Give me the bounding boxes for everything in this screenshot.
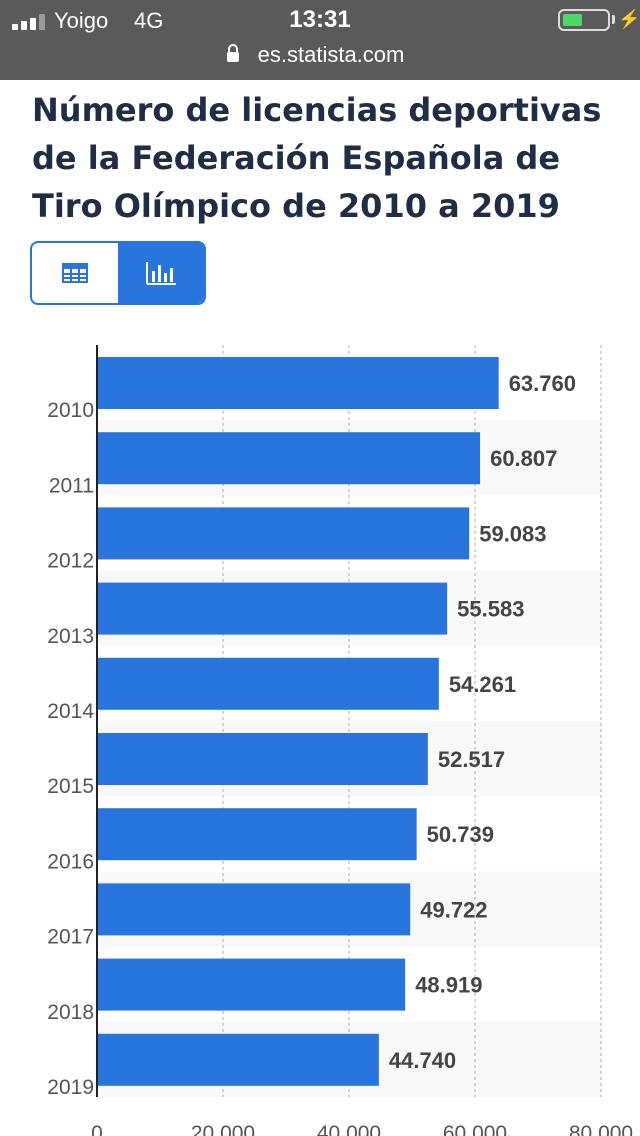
category-label: 2013 bbox=[47, 625, 94, 648]
bar bbox=[97, 1033, 379, 1086]
bar bbox=[97, 958, 406, 1011]
data-label: 60.807 bbox=[490, 446, 557, 471]
x-tick-label: 20.000 bbox=[191, 1122, 255, 1136]
category-label: 2014 bbox=[47, 700, 94, 723]
data-label: 48.919 bbox=[415, 973, 482, 998]
category-label: 2018 bbox=[47, 1001, 94, 1024]
bar bbox=[97, 432, 481, 485]
bar bbox=[97, 507, 470, 560]
data-label: 49.722 bbox=[420, 897, 487, 922]
bar bbox=[97, 357, 499, 409]
x-tick-label: 40.000 bbox=[317, 1122, 381, 1136]
x-tick-label: 60.000 bbox=[443, 1122, 507, 1136]
category-label: 2016 bbox=[47, 850, 94, 873]
data-label: 55.583 bbox=[457, 597, 524, 622]
view-toggle bbox=[30, 241, 206, 305]
network-type: 4G bbox=[134, 8, 164, 33]
signal-strength-icon bbox=[12, 14, 45, 30]
data-label: 50.739 bbox=[427, 822, 494, 847]
bar bbox=[97, 808, 417, 861]
bar-chart-icon bbox=[146, 262, 176, 285]
category-label: 2019 bbox=[47, 1076, 94, 1099]
data-label: 52.517 bbox=[438, 747, 505, 772]
chart-view-button[interactable] bbox=[118, 243, 204, 303]
x-tick-label: 0 bbox=[91, 1122, 103, 1136]
battery-tip bbox=[612, 15, 615, 24]
x-tick-label: 80.000 bbox=[569, 1122, 633, 1136]
bar bbox=[97, 883, 411, 936]
charging-bolt-icon: ⚡ bbox=[618, 9, 640, 29]
battery-level bbox=[563, 14, 582, 26]
data-label: 54.261 bbox=[449, 672, 516, 697]
carrier-name: Yoigo bbox=[54, 8, 109, 33]
status-bar: Yoigo 4G 13:31 ⚡ es.statista.com bbox=[0, 0, 640, 80]
category-label: 2017 bbox=[47, 926, 94, 949]
address-bar-url[interactable]: es.statista.com bbox=[257, 42, 405, 67]
page-title: Número de licencias deportivas de la Fed… bbox=[32, 91, 602, 225]
bar bbox=[97, 657, 439, 710]
category-label: 2015 bbox=[47, 775, 94, 798]
table-icon bbox=[62, 263, 88, 283]
category-label: 2010 bbox=[47, 399, 94, 422]
data-label: 44.740 bbox=[389, 1048, 456, 1073]
bar bbox=[97, 733, 428, 785]
category-label: 2012 bbox=[47, 550, 94, 573]
category-label: 2011 bbox=[49, 474, 94, 497]
clock: 13:31 bbox=[289, 6, 351, 33]
bar-chart: 63.760 2010 60.807 2011 59.083 2012 55.583 2013… bbox=[47, 345, 633, 1136]
table-view-button[interactable] bbox=[32, 243, 118, 303]
battery-icon bbox=[558, 9, 610, 31]
data-label: 59.083 bbox=[479, 521, 546, 546]
bar bbox=[97, 582, 448, 635]
data-label: 63.760 bbox=[509, 371, 576, 396]
lock-icon bbox=[227, 44, 239, 62]
